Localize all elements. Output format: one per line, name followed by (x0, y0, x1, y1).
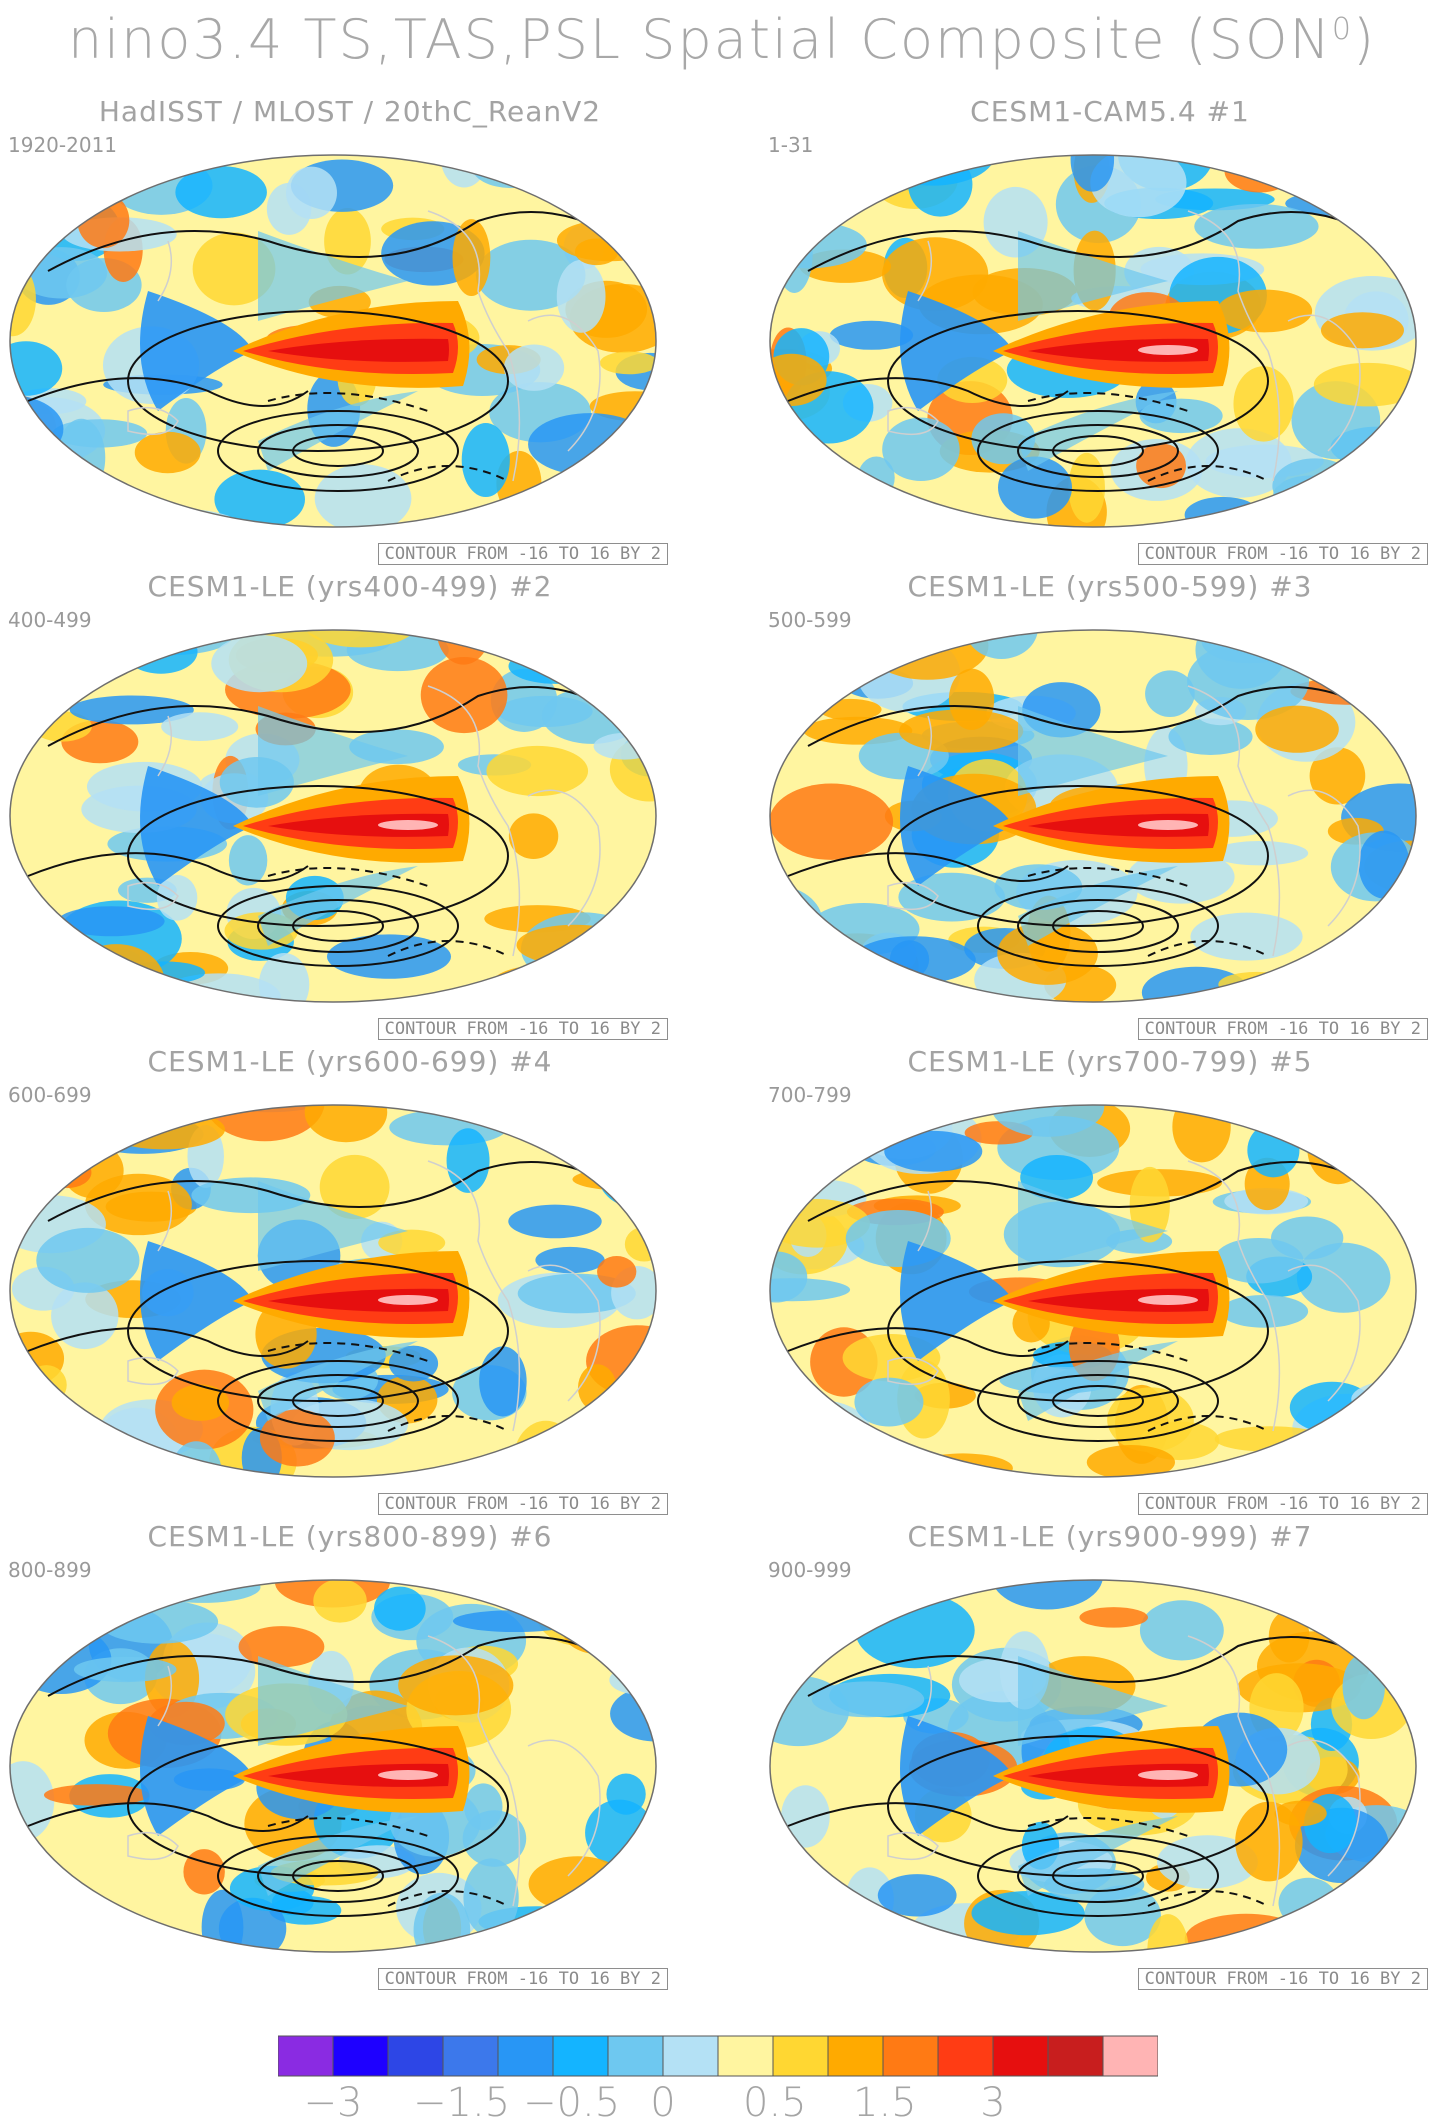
panel-years: 500-599 (768, 608, 852, 632)
colorbar-swatch (497, 2035, 554, 2077)
colorbar-swatch (662, 2035, 719, 2077)
panel-years: 900-999 (768, 1558, 852, 1582)
map-plot (9, 154, 657, 528)
colorbar-swatch (552, 2035, 609, 2077)
map-plot (9, 629, 657, 1003)
map-panel-8: CESM1-LE (yrs900-999) #7 900-999 CONTOUR F… (760, 1520, 1444, 1990)
colorbar-tick-label: −3 (303, 2080, 363, 2126)
panel-years: 600-699 (8, 1083, 92, 1107)
panel-years: 1-31 (768, 133, 814, 157)
map-plot (769, 154, 1417, 528)
panel-years: 400-499 (8, 608, 92, 632)
map-panel-2: CESM1-CAM5.4 #1 1-31 CONTOUR FROM -16 TO 1… (760, 95, 1444, 565)
contour-info-box: CONTOUR FROM -16 TO 16 BY 2 (377, 1493, 668, 1515)
map-panel-4: CESM1-LE (yrs500-599) #3 500-599 CONTOUR F… (760, 570, 1444, 1040)
colorbar-swatch (387, 2035, 444, 2077)
colorbar-swatch (278, 2035, 334, 2077)
colorbar-swatch (607, 2035, 664, 2077)
panel-title: CESM1-LE (yrs800-899) #6 (147, 1520, 553, 1553)
map-panel-5: CESM1-LE (yrs600-699) #4 600-699 CONTOUR F… (0, 1045, 700, 1515)
map-plot (769, 629, 1417, 1003)
colorbar-swatch (827, 2035, 884, 2077)
panel-title: HadISST / MLOST / 20thC_ReanV2 (98, 95, 602, 128)
map-panel-1: HadISST / MLOST / 20thC_ReanV2 1920-2011 C… (0, 95, 700, 565)
colorbar-tick-label: 3 (980, 2080, 1006, 2126)
panel-title: CESM1-LE (yrs400-499) #2 (147, 570, 553, 603)
contour-info-box: CONTOUR FROM -16 TO 16 BY 2 (1137, 543, 1428, 565)
map-panel-6: CESM1-LE (yrs700-799) #5 700-799 CONTOUR F… (760, 1045, 1444, 1515)
contour-info-box: CONTOUR FROM -16 TO 16 BY 2 (1137, 1968, 1428, 1990)
colorbar-swatch (992, 2035, 1049, 2077)
colorbar-swatch (1102, 2035, 1158, 2077)
map-panel-7: CESM1-LE (yrs800-899) #6 800-899 CONTOUR F… (0, 1520, 700, 1990)
panel-title: CESM1-LE (yrs500-599) #3 (907, 570, 1313, 603)
colorbar-swatch (1047, 2035, 1104, 2077)
panel-title: CESM1-LE (yrs700-799) #5 (907, 1045, 1313, 1078)
colorbar (278, 2035, 1158, 2077)
panel-years: 800-899 (8, 1558, 92, 1582)
figure-title: nino3.4 TS,TAS,PSL Spatial Composite (SO… (67, 8, 1377, 71)
colorbar-tick-label: −1.5 (413, 2080, 511, 2126)
colorbar-tick-label: 1.5 (853, 2080, 917, 2126)
colorbar-swatch (717, 2035, 774, 2077)
colorbar-swatch (442, 2035, 499, 2077)
map-plot (769, 1579, 1417, 1953)
contour-info-box: CONTOUR FROM -16 TO 16 BY 2 (1137, 1493, 1428, 1515)
contour-info-box: CONTOUR FROM -16 TO 16 BY 2 (377, 543, 668, 565)
map-plot (9, 1579, 657, 1953)
map-plot (9, 1104, 657, 1478)
colorbar-swatch (332, 2035, 389, 2077)
map-panel-3: CESM1-LE (yrs400-499) #2 400-499 CONTOUR F… (0, 570, 700, 1040)
colorbar-swatch (937, 2035, 994, 2077)
colorbar-swatch (882, 2035, 939, 2077)
contour-info-box: CONTOUR FROM -16 TO 16 BY 2 (1137, 1018, 1428, 1040)
panel-years: 1920-2011 (8, 133, 118, 157)
colorbar-swatch (772, 2035, 829, 2077)
panel-title: CESM1-LE (yrs900-999) #7 (907, 1520, 1313, 1553)
map-plot (769, 1104, 1417, 1478)
panel-title: CESM1-LE (yrs600-699) #4 (147, 1045, 553, 1078)
colorbar-tick-label: −0.5 (523, 2080, 621, 2126)
colorbar-tick-label: 0 (650, 2080, 676, 2126)
contour-info-box: CONTOUR FROM -16 TO 16 BY 2 (377, 1018, 668, 1040)
contour-info-box: CONTOUR FROM -16 TO 16 BY 2 (377, 1968, 668, 1990)
panel-years: 700-799 (768, 1083, 852, 1107)
colorbar-tick-label: 0.5 (743, 2080, 807, 2126)
panel-title: CESM1-CAM5.4 #1 (970, 95, 1250, 128)
